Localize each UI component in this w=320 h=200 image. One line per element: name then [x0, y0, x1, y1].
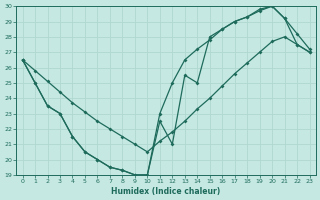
X-axis label: Humidex (Indice chaleur): Humidex (Indice chaleur)	[111, 187, 221, 196]
